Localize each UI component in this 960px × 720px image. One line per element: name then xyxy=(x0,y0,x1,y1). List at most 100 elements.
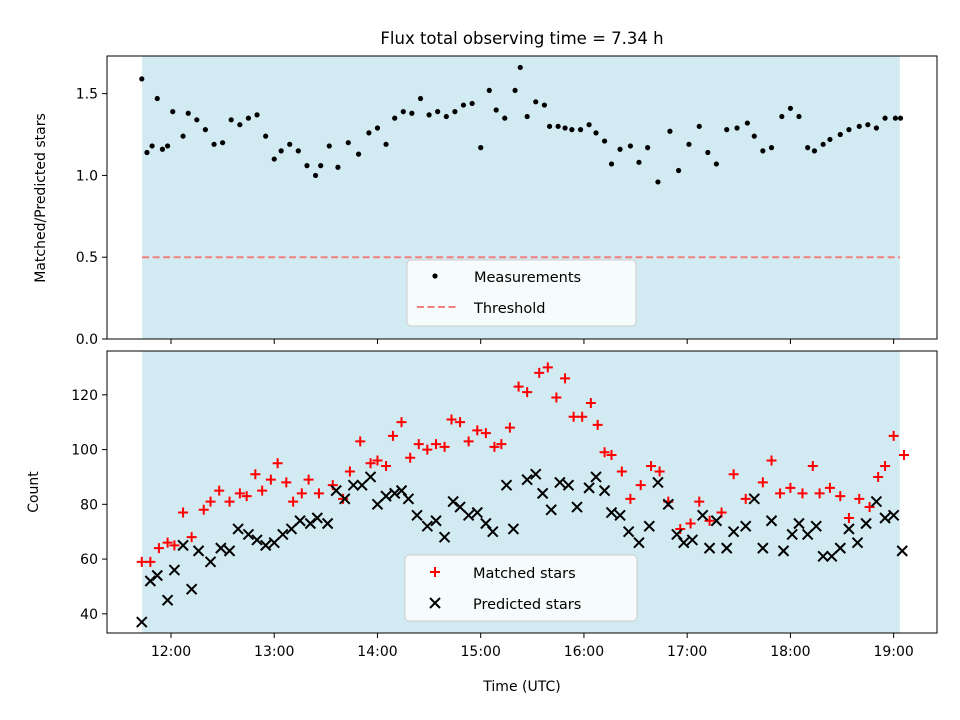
matched-stars-point xyxy=(757,477,768,488)
predicted-stars-point xyxy=(402,493,415,505)
measurement-point xyxy=(569,127,575,133)
predicted-stars-point xyxy=(879,512,891,524)
matched-stars-point xyxy=(797,488,808,499)
ratio-plot-frame xyxy=(106,55,938,340)
predicted-stars-point xyxy=(500,479,513,491)
matched-stars-point xyxy=(257,485,268,496)
predicted-stars-point xyxy=(185,583,198,595)
measurement-point xyxy=(263,133,269,139)
measurement-point xyxy=(676,167,682,174)
predicted-stars-point xyxy=(817,550,829,563)
measurement-point xyxy=(185,110,191,116)
measurement-point xyxy=(452,109,458,115)
predicted-stars-point xyxy=(223,545,236,557)
y-tick-label: 0.0 xyxy=(76,332,98,348)
predicted-stars-point xyxy=(740,520,752,532)
x-tick-label: 12:00 xyxy=(151,644,191,660)
matched-stars-point xyxy=(303,474,314,485)
measurement-point xyxy=(202,127,208,133)
predicted-stars-point xyxy=(411,509,423,521)
matched-stars-point xyxy=(136,556,147,567)
predicted-stars-point xyxy=(598,484,611,497)
predicted-stars-point xyxy=(380,490,392,502)
measurement-point xyxy=(345,140,351,146)
measurement-point xyxy=(383,141,389,147)
matched-stars-point xyxy=(355,436,366,447)
predicted-stars-points xyxy=(136,468,908,628)
matched-stars-point xyxy=(775,488,786,499)
predicted-stars-point xyxy=(192,545,205,557)
predicted-stars-point xyxy=(259,539,272,552)
measurement-point xyxy=(846,127,852,133)
measurement-point xyxy=(512,87,518,93)
count-x-axis: 12:00 13:00 14:00 15:00 16:00 17:00 18:00 19:00 xyxy=(151,633,914,660)
predicted-stars-point xyxy=(347,479,360,491)
measurement-point xyxy=(744,120,750,126)
matched-stars-point xyxy=(372,455,383,466)
predicted-stars-point xyxy=(487,525,499,538)
measurement-point xyxy=(608,161,615,167)
predicted-stars-point xyxy=(757,542,769,554)
measurement-point xyxy=(768,145,775,151)
y-tick-label: 120 xyxy=(71,388,98,404)
predicted-stars-point xyxy=(438,531,451,543)
measurement-point xyxy=(533,99,539,105)
measurement-point xyxy=(426,112,432,118)
measurement-point xyxy=(469,100,475,107)
matched-stars-point xyxy=(654,466,665,477)
measurement-point xyxy=(811,148,818,154)
measurement-point xyxy=(820,141,826,147)
matched-stars-point xyxy=(224,496,235,507)
predicted-stars-point xyxy=(136,616,148,628)
measurement-point xyxy=(417,95,424,102)
matched-stars-point xyxy=(560,373,571,384)
ratio-legend-box xyxy=(406,259,637,327)
predicted-stars-point xyxy=(204,556,217,568)
matched-stars-legend-label: Matched stars xyxy=(473,566,576,582)
predicted-stars-point xyxy=(643,520,655,532)
measurement-point xyxy=(601,138,608,144)
measurement-point xyxy=(760,148,766,154)
predicted-stars-point xyxy=(678,536,690,549)
x-tick-label: 15:00 xyxy=(461,644,501,660)
matched-stars-point xyxy=(534,367,545,378)
predicted-stars-point xyxy=(721,542,733,554)
measurement-point xyxy=(593,130,599,136)
measurement-point xyxy=(478,145,484,151)
measurement-point xyxy=(546,123,553,129)
predicted-stars-point xyxy=(421,520,434,532)
matched-stars-point xyxy=(694,496,705,507)
matched-stars-point xyxy=(716,507,727,518)
matched-stars-point xyxy=(728,469,739,480)
matched-stars-point xyxy=(577,411,588,422)
matched-stars-point xyxy=(646,460,657,471)
measurement-point xyxy=(555,123,561,129)
count-panel: 40 60 80 100 120 12:00 13:00 14:00 15:00 16:00 17… xyxy=(26,350,938,695)
ratio-panel: 0.0 0.5 1.0 1.5 Matched/Predicted stars Mea… xyxy=(33,55,938,348)
predicted-stars-point xyxy=(887,509,900,521)
matched-stars-point xyxy=(472,425,483,436)
predicted-stars-point xyxy=(215,542,227,554)
measurement-point xyxy=(180,133,186,139)
predicted-stars-point xyxy=(251,534,263,546)
x-tick-label: 17:00 xyxy=(667,644,707,660)
matched-stars-point xyxy=(568,411,579,422)
predicted-stars-point xyxy=(356,479,368,491)
measurement-point xyxy=(686,141,692,147)
measurement-point xyxy=(366,130,372,136)
matched-stars-point xyxy=(313,488,324,499)
matched-stars-point xyxy=(513,381,524,392)
ratio-legend: Measurements Threshold xyxy=(406,259,637,327)
matched-stars-point xyxy=(625,493,636,504)
measurement-point xyxy=(667,128,673,134)
measurement-point xyxy=(374,125,381,131)
matched-stars-point xyxy=(489,441,500,452)
predicted-stars-point xyxy=(605,506,618,519)
matched-stars-point xyxy=(431,439,442,450)
matched-stars-legend-marker xyxy=(430,567,440,577)
matched-stars-point xyxy=(413,439,424,450)
matched-stars-point xyxy=(616,466,627,477)
predicted-stars-point xyxy=(765,515,778,527)
ratio-x-axis xyxy=(170,339,895,344)
measurement-point xyxy=(443,113,449,120)
